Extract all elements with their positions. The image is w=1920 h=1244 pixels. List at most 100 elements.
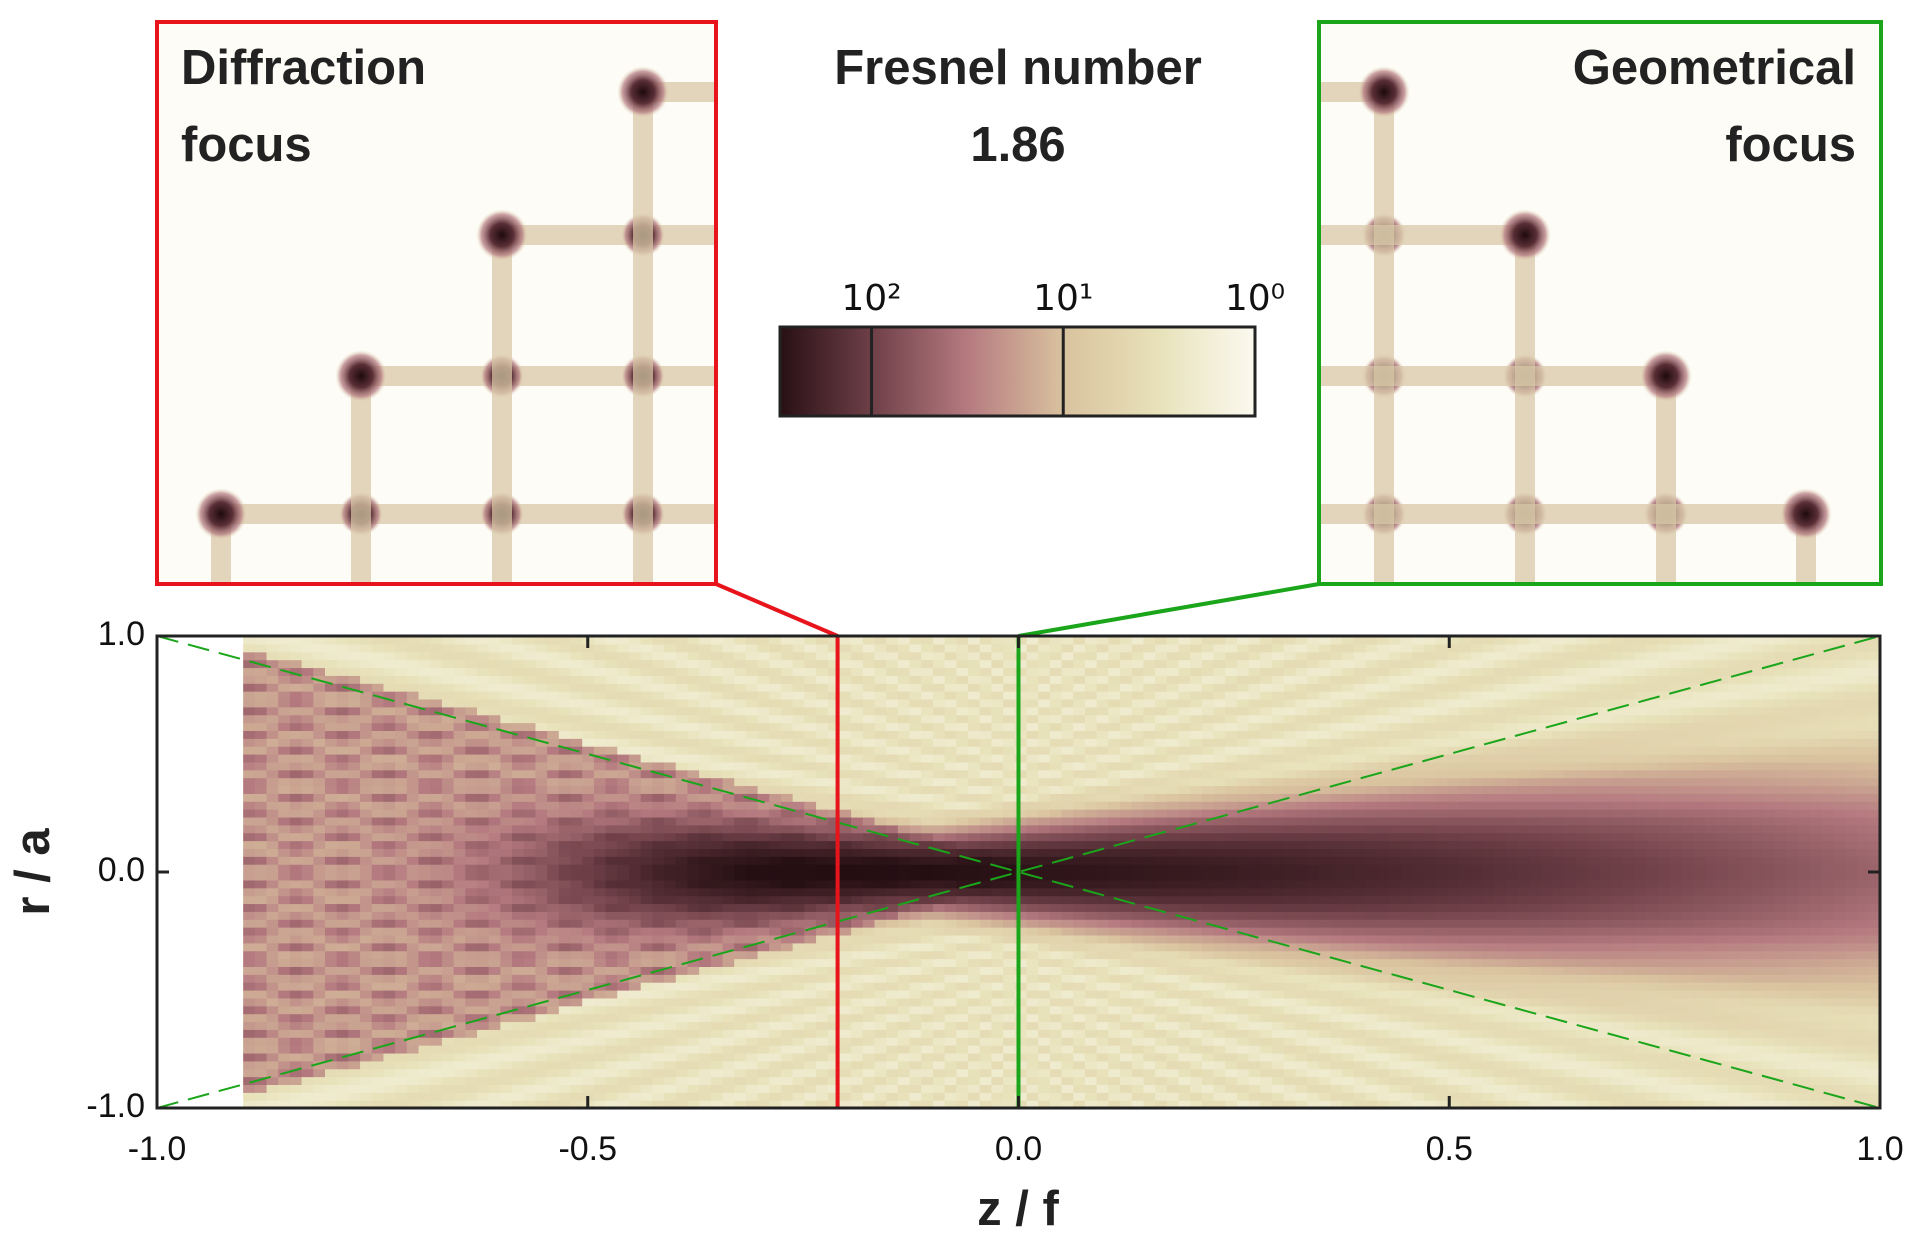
- heatmap-cell: [1155, 746, 1168, 755]
- heatmap-cell: [921, 997, 934, 1007]
- heatmap-cell: [617, 974, 630, 983]
- heatmap-cell: [991, 1100, 1004, 1108]
- heatmap-cell: [254, 675, 268, 684]
- heatmap-cell: [734, 1037, 747, 1046]
- heatmap-cell: [1166, 982, 1180, 991]
- heatmap-cell: [512, 974, 525, 983]
- heatmap-cell: [523, 1029, 537, 1038]
- heatmap-cell: [1026, 785, 1039, 794]
- heatmap-cell: [1143, 1060, 1156, 1070]
- heatmap-cell: [1143, 879, 1156, 889]
- heatmap-cell: [1166, 659, 1180, 669]
- heatmap-cell: [1073, 895, 1086, 905]
- heatmap-cell: [944, 1060, 957, 1070]
- heatmap-cell: [640, 934, 653, 944]
- heatmap-cell: [1038, 675, 1051, 684]
- heatmap-cell: [640, 722, 653, 731]
- heatmap-cell: [1014, 706, 1028, 716]
- heatmap-cell: [897, 942, 911, 952]
- heatmap-cell: [371, 801, 385, 810]
- heatmap-cell: [441, 927, 455, 936]
- heatmap-cell: [979, 659, 993, 669]
- heatmap-cell: [1120, 927, 1133, 936]
- heatmap-cell: [804, 706, 817, 716]
- heatmap-cell: [535, 895, 548, 905]
- heatmap-cell: [956, 887, 969, 897]
- heatmap-cell: [1120, 832, 1133, 842]
- heatmap-cell: [1084, 879, 1098, 889]
- heatmap-cell: [605, 714, 618, 724]
- heatmap-cell: [558, 927, 572, 936]
- heatmap-cell: [734, 643, 747, 653]
- heatmap-cell: [979, 1045, 993, 1054]
- heatmap-cell: [289, 911, 303, 920]
- heatmap-cell: [734, 840, 747, 849]
- heatmap-cell: [652, 997, 665, 1007]
- heatmap-cell: [1201, 950, 1215, 960]
- heatmap-cell: [383, 698, 396, 708]
- heatmap-cell: [324, 1084, 338, 1093]
- heatmap-cell: [675, 675, 689, 684]
- heatmap-cell: [582, 832, 595, 842]
- heatmap-cell: [278, 793, 291, 802]
- heatmap-cell: [687, 974, 700, 983]
- heatmap-cell: [465, 722, 478, 731]
- heatmap-cell: [488, 982, 501, 991]
- heatmap-cell: [336, 754, 349, 763]
- heatmap-cell: [383, 1037, 396, 1046]
- heatmap-cell: [757, 832, 770, 842]
- heatmap-cell: [313, 958, 326, 967]
- heatmap-cell: [979, 809, 993, 818]
- heatmap-cell: [289, 950, 303, 960]
- heatmap-cell: [839, 785, 852, 794]
- heatmap-cell: [722, 864, 735, 873]
- heatmap-cell: [1166, 840, 1180, 849]
- heatmap-cell: [745, 809, 759, 818]
- heatmap-cell: [324, 990, 338, 999]
- heatmap-cell: [582, 974, 595, 983]
- heatmap-cell: [254, 1052, 268, 1062]
- heatmap-cell: [1026, 1052, 1039, 1062]
- heatmap-cell: [956, 824, 969, 834]
- heatmap-cell: [664, 793, 677, 802]
- heatmap-cell: [383, 730, 396, 739]
- heatmap-cell: [1108, 966, 1121, 975]
- heatmap-cell: [862, 722, 876, 731]
- heatmap-cell: [453, 872, 466, 881]
- heatmap-cell: [535, 887, 548, 897]
- heatmap-cell: [465, 698, 478, 708]
- heatmap-cell: [886, 1060, 899, 1070]
- heatmap-cell: [465, 872, 478, 881]
- heatmap-cell: [628, 887, 642, 897]
- heatmap-cell: [851, 903, 864, 912]
- heatmap-cell: [628, 777, 642, 787]
- heatmap-cell: [500, 1068, 513, 1078]
- heatmap-cell: [324, 651, 338, 661]
- heatmap-cell: [710, 643, 724, 653]
- heatmap-cell: [734, 950, 747, 960]
- heatmap-cell: [897, 746, 911, 755]
- heatmap-cell: [839, 1084, 852, 1093]
- heatmap-cell: [336, 738, 349, 747]
- heatmap-cell: [1096, 879, 1109, 889]
- heatmap-cell: [523, 848, 537, 857]
- heatmap-cell: [1049, 887, 1063, 897]
- heatmap-cell: [289, 722, 303, 731]
- heatmap-cell: [1213, 1084, 1226, 1093]
- heatmap-cell: [558, 1021, 572, 1030]
- heatmap-cell: [921, 848, 934, 857]
- heatmap-cell: [1026, 919, 1039, 928]
- heatmap-cell: [944, 942, 957, 952]
- heatmap-cell: [991, 714, 1004, 724]
- heatmap-cell: [488, 636, 501, 645]
- heatmap-cell: [336, 675, 349, 684]
- heatmap-cell: [371, 738, 385, 747]
- heatmap-cell: [1061, 927, 1074, 936]
- heatmap-cell: [488, 919, 501, 928]
- heatmap-cell: [313, 1100, 326, 1108]
- heatmap-cell: [1166, 958, 1180, 967]
- heatmap-cell: [932, 683, 946, 692]
- heatmap-cell: [395, 879, 408, 889]
- heatmap-cell: [453, 754, 466, 763]
- heatmap-cell: [921, 879, 934, 889]
